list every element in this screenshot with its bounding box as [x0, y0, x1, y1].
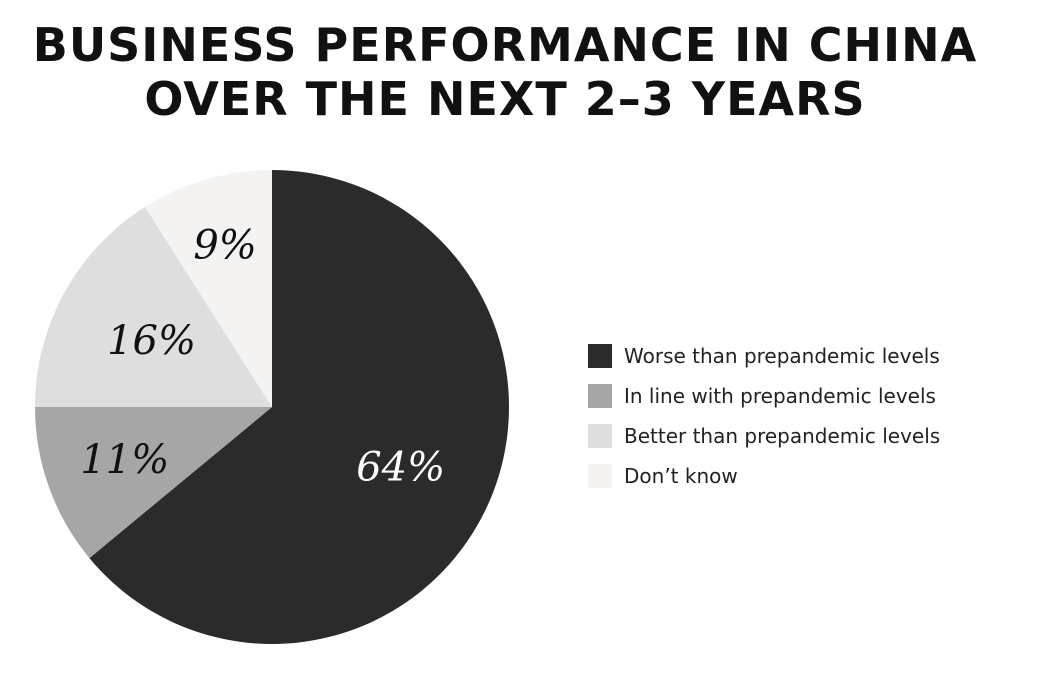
chart-title: BUSINESS PERFORMANCE IN CHINA OVER THE N…: [0, 18, 1010, 126]
legend-label-in-line: In line with prepandemic levels: [624, 384, 936, 408]
legend-item-worse: Worse than prepandemic levels: [588, 336, 940, 376]
legend-swatch-worse: [588, 344, 612, 368]
legend-swatch-in-line: [588, 384, 612, 408]
legend-item-dont-know: Don’t know: [588, 456, 940, 496]
chart-legend: Worse than prepandemic levels In line wi…: [588, 336, 940, 496]
slice-label-dont-know: 9%: [193, 222, 256, 268]
legend-swatch-dont-know: [588, 464, 612, 488]
slice-label-in-line: 11%: [80, 437, 169, 483]
legend-swatch-better: [588, 424, 612, 448]
legend-label-worse: Worse than prepandemic levels: [624, 344, 940, 368]
legend-item-better: Better than prepandemic levels: [588, 416, 940, 456]
pie-slice-better: [35, 206, 272, 407]
pie-slice-worse: [89, 170, 510, 644]
slice-label-worse: 64%: [356, 445, 445, 491]
legend-label-better: Better than prepandemic levels: [624, 424, 941, 448]
slice-label-better: 16%: [107, 318, 196, 364]
pie-slice-in-line: [35, 407, 272, 559]
chart-title-line-1: BUSINESS PERFORMANCE IN CHINA: [32, 18, 978, 72]
pie-slice-dont-know: [145, 170, 272, 407]
chart-title-line-2: OVER THE NEXT 2–3 YEARS: [144, 72, 866, 126]
legend-item-in-line: In line with prepandemic levels: [588, 376, 940, 416]
legend-label-dont-know: Don’t know: [624, 464, 738, 488]
